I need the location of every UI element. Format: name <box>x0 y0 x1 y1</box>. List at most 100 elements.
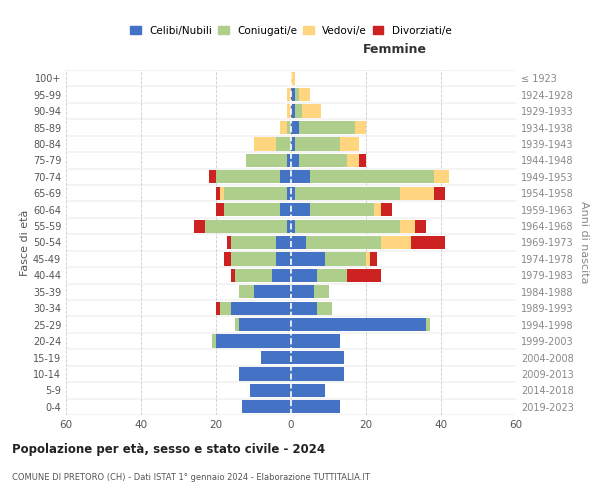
Bar <box>223 203 280 216</box>
Bar <box>291 104 295 118</box>
Bar <box>302 104 321 118</box>
Bar <box>317 269 347 282</box>
Bar <box>291 72 295 85</box>
Bar <box>242 400 291 413</box>
Bar <box>400 220 415 232</box>
Bar <box>299 88 310 101</box>
Bar <box>287 186 291 200</box>
Bar <box>280 203 291 216</box>
Bar <box>291 269 317 282</box>
Bar <box>239 368 291 380</box>
Bar <box>415 220 426 232</box>
Text: Popolazione per età, sesso e stato civile - 2024: Popolazione per età, sesso e stato civil… <box>12 442 325 456</box>
Bar <box>212 334 216 347</box>
Bar <box>216 186 220 200</box>
Bar <box>299 121 355 134</box>
Bar <box>340 138 359 150</box>
Bar <box>276 252 291 266</box>
Bar <box>306 236 381 249</box>
Bar <box>317 302 332 315</box>
Bar <box>235 269 272 282</box>
Bar <box>276 236 291 249</box>
Bar <box>295 220 400 232</box>
Bar <box>291 302 317 315</box>
Bar <box>400 186 433 200</box>
Bar <box>291 121 299 134</box>
Y-axis label: Anni di nascita: Anni di nascita <box>579 201 589 284</box>
Bar <box>272 269 291 282</box>
Bar <box>250 384 291 397</box>
Bar <box>216 170 280 183</box>
Bar <box>291 138 295 150</box>
Bar <box>231 252 276 266</box>
Bar <box>411 236 445 249</box>
Bar <box>373 203 381 216</box>
Bar <box>239 285 254 298</box>
Bar <box>216 302 220 315</box>
Bar <box>254 285 291 298</box>
Bar <box>370 252 377 266</box>
Bar <box>426 318 430 331</box>
Bar <box>291 154 299 167</box>
Bar <box>295 88 299 101</box>
Bar <box>314 285 329 298</box>
Bar <box>287 154 291 167</box>
Bar <box>231 236 276 249</box>
Bar <box>433 170 449 183</box>
Bar <box>193 220 205 232</box>
Bar <box>295 186 400 200</box>
Bar <box>291 285 314 298</box>
Bar <box>291 318 426 331</box>
Bar <box>291 236 306 249</box>
Bar <box>276 138 291 150</box>
Bar <box>220 186 223 200</box>
Bar <box>291 368 343 380</box>
Text: Femmine: Femmine <box>362 43 427 56</box>
Bar <box>227 236 231 249</box>
Bar <box>291 186 295 200</box>
Bar <box>216 203 223 216</box>
Bar <box>325 252 366 266</box>
Bar <box>280 121 287 134</box>
Bar <box>287 121 291 134</box>
Bar <box>223 252 231 266</box>
Bar <box>205 220 287 232</box>
Bar <box>291 351 343 364</box>
Bar <box>291 220 295 232</box>
Bar <box>355 121 366 134</box>
Bar <box>433 186 445 200</box>
Bar <box>291 88 295 101</box>
Bar <box>291 252 325 266</box>
Bar <box>366 252 370 266</box>
Bar <box>295 138 340 150</box>
Bar <box>310 170 433 183</box>
Bar <box>239 318 291 331</box>
Bar <box>231 302 291 315</box>
Bar <box>291 203 310 216</box>
Bar <box>231 269 235 282</box>
Bar <box>287 104 291 118</box>
Bar <box>209 170 216 183</box>
Bar <box>220 302 231 315</box>
Bar <box>216 334 291 347</box>
Bar <box>287 220 291 232</box>
Bar <box>347 154 359 167</box>
Bar <box>291 170 310 183</box>
Bar <box>287 88 291 101</box>
Bar <box>359 154 366 167</box>
Bar <box>246 154 287 167</box>
Bar <box>291 384 325 397</box>
Bar <box>254 138 276 150</box>
Bar <box>291 334 340 347</box>
Legend: Celibi/Nubili, Coniugati/e, Vedovi/e, Divorziati/e: Celibi/Nubili, Coniugati/e, Vedovi/e, Di… <box>128 24 454 38</box>
Bar <box>291 400 340 413</box>
Bar <box>295 104 302 118</box>
Bar <box>381 203 392 216</box>
Y-axis label: Fasce di età: Fasce di età <box>20 210 30 276</box>
Bar <box>235 318 239 331</box>
Bar <box>299 154 347 167</box>
Bar <box>280 170 291 183</box>
Bar <box>381 236 411 249</box>
Bar <box>310 203 373 216</box>
Bar <box>261 351 291 364</box>
